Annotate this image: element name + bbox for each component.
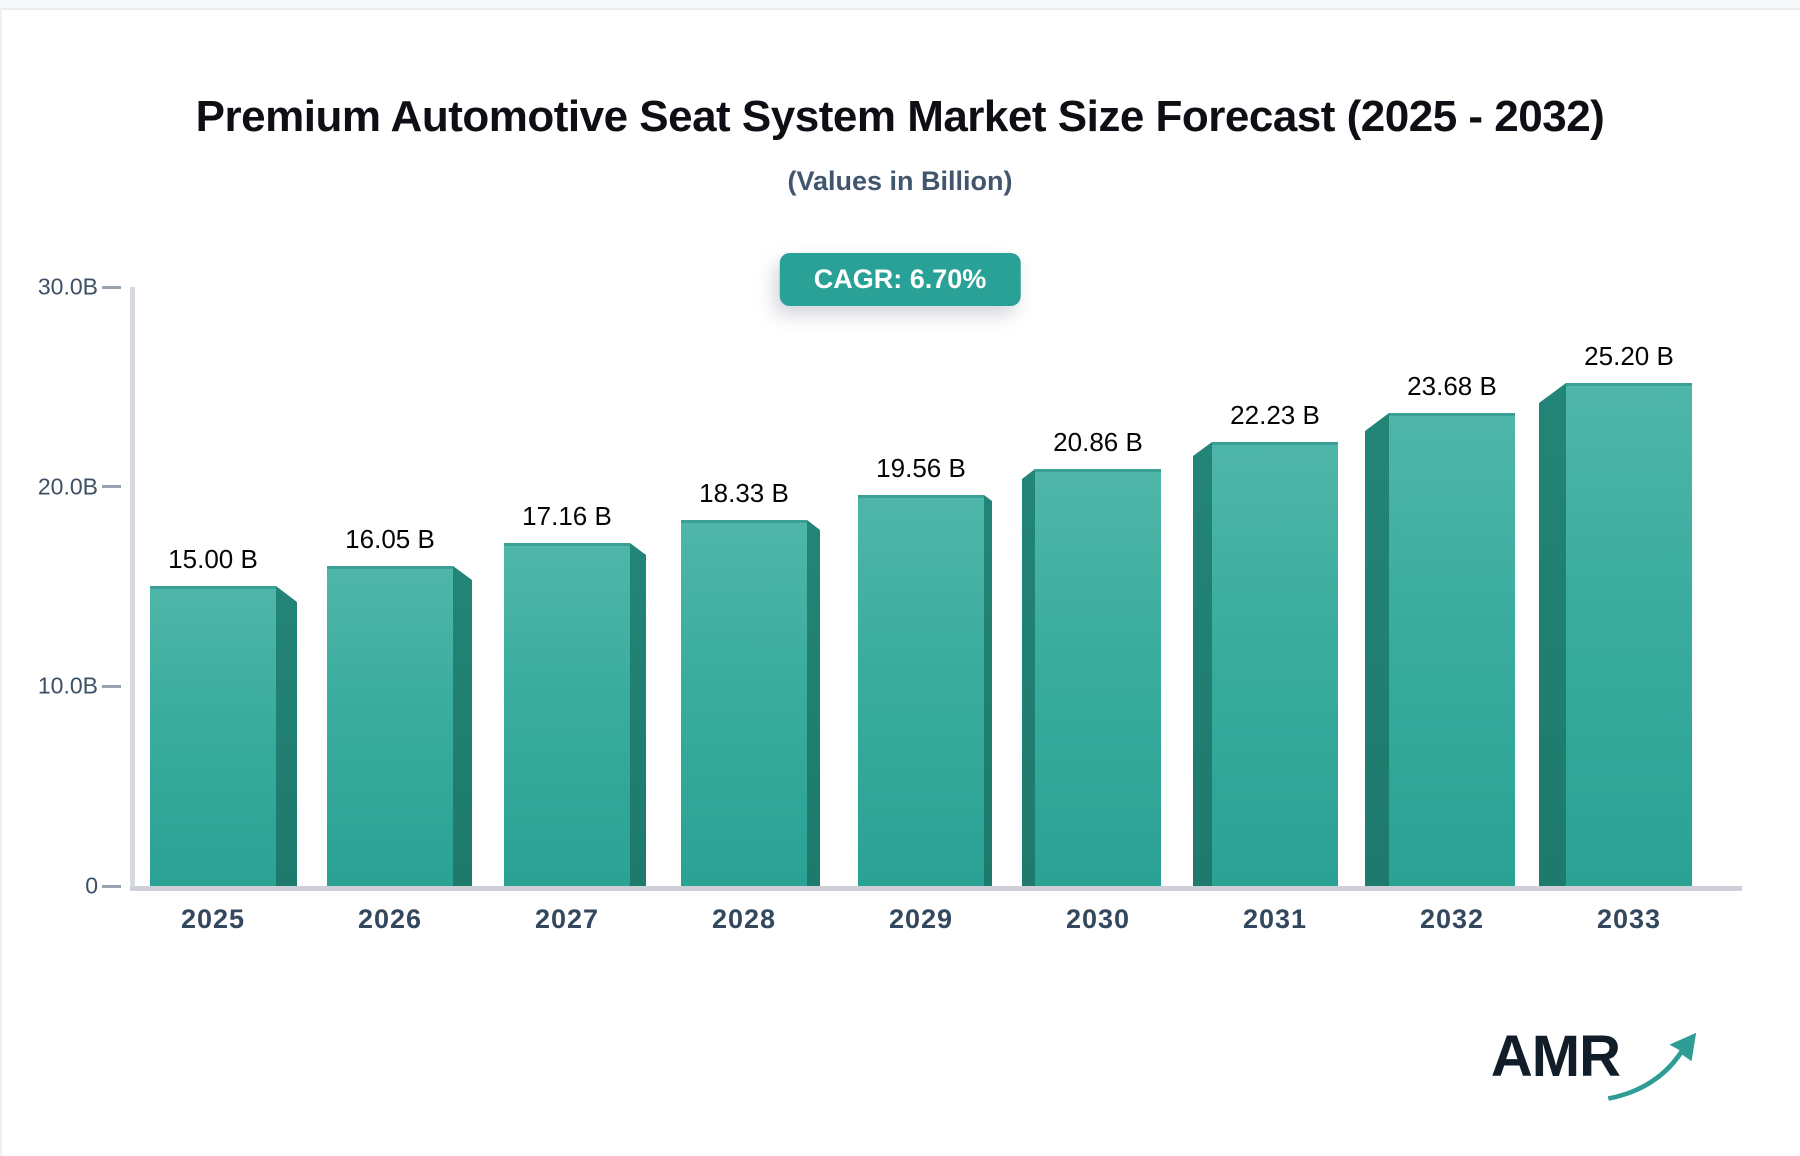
chart-title: Premium Automotive Seat System Market Si… xyxy=(195,92,1605,141)
bar-side-2029 xyxy=(984,495,992,886)
bar-side-2032 xyxy=(1365,413,1389,886)
y-tick-label-20.0B: 20.0B xyxy=(37,473,98,500)
x-axis-label-2032: 2032 xyxy=(1419,904,1485,934)
x-axis-label-2031: 2031 xyxy=(1242,904,1308,934)
bar-side-2030 xyxy=(1022,469,1035,886)
bar-2027 xyxy=(504,543,630,886)
y-tick-20.0B xyxy=(102,485,121,489)
cagr-badge: CAGR: 6.70% xyxy=(779,253,1021,306)
growth-arrow-icon xyxy=(1607,1032,1697,1101)
y-tick-label-10.0B: 10.0B xyxy=(37,672,98,699)
bar-side-2031 xyxy=(1193,442,1212,886)
card-top-band xyxy=(0,0,1800,8)
bar-side-2027 xyxy=(630,543,646,886)
bar-2030 xyxy=(1035,469,1161,886)
x-axis-label-2030: 2030 xyxy=(1065,904,1131,934)
y-tick-label-30.0B: 30.0B xyxy=(37,273,98,300)
amr-logo: AMR xyxy=(1491,1028,1698,1102)
bar-side-2028 xyxy=(807,520,820,886)
bar-2032 xyxy=(1389,413,1515,886)
bar-2028 xyxy=(681,520,807,886)
chart-subtitle: (Values in Billion) xyxy=(787,166,1013,196)
bar-2025 xyxy=(150,586,276,886)
bar-side-2026 xyxy=(453,566,472,886)
bar-2031 xyxy=(1212,442,1338,886)
bar-value-2031: 22.23 B xyxy=(1230,400,1320,430)
bar-2026 xyxy=(327,566,453,886)
y-tick-30.0B xyxy=(102,285,121,289)
x-axis-label-2025: 2025 xyxy=(180,904,246,934)
bar-value-2026: 16.05 B xyxy=(345,524,435,554)
bar-value-2025: 15.00 B xyxy=(168,544,258,574)
x-axis-label-2026: 2026 xyxy=(357,904,423,934)
bar-value-2032: 23.68 B xyxy=(1407,371,1497,401)
x-axis-label-2027: 2027 xyxy=(534,904,600,934)
bar-value-2033: 25.20 B xyxy=(1584,341,1674,371)
card-top-border xyxy=(0,8,1800,10)
y-axis-line xyxy=(130,287,135,886)
y-tick-label-0: 0 xyxy=(85,872,98,899)
bar-side-2033 xyxy=(1539,383,1566,886)
y-tick-10.0B xyxy=(102,684,121,688)
bar-2029 xyxy=(858,495,984,886)
x-axis-label-2033: 2033 xyxy=(1596,904,1662,934)
bar-value-2028: 18.33 B xyxy=(699,478,789,508)
y-tick-0 xyxy=(102,884,121,888)
card-left-border xyxy=(0,8,2,1156)
x-axis-label-2029: 2029 xyxy=(888,904,954,934)
bar-2033 xyxy=(1566,383,1692,886)
amr-logo-text: AMR xyxy=(1490,1024,1621,1089)
bar-value-2030: 20.86 B xyxy=(1053,427,1143,457)
x-axis-label-2028: 2028 xyxy=(711,904,777,934)
bar-side-2025 xyxy=(276,586,297,886)
bar-value-2027: 17.16 B xyxy=(522,501,612,531)
x-axis-line xyxy=(130,886,1742,891)
bar-value-2029: 19.56 B xyxy=(876,453,966,483)
